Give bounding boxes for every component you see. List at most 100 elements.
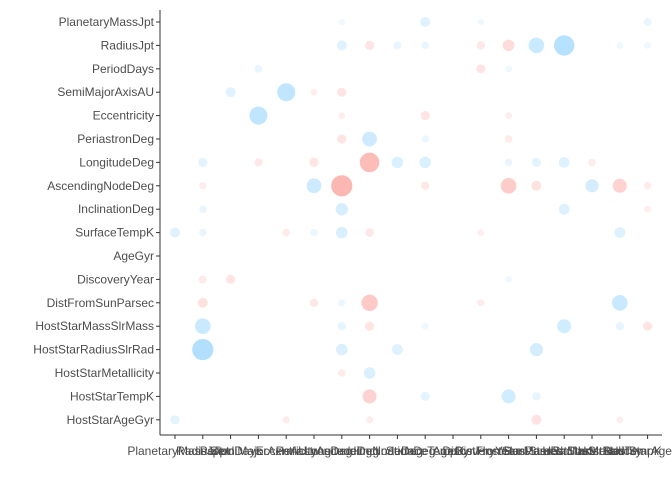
correlation-point (615, 322, 624, 331)
y-tick-label: HostStarMassSlrMass (35, 319, 154, 333)
correlation-point (558, 203, 570, 215)
y-tick-label: LongitudeDeg (79, 155, 154, 169)
y-tick-label: AgeGyr (113, 249, 154, 263)
correlation-point (199, 228, 207, 237)
correlation-point (421, 181, 430, 190)
y-tick-label: DistFromSunParsec (47, 296, 154, 310)
correlation-point (420, 111, 430, 121)
correlation-point (420, 17, 431, 27)
x-tick-label: LongitudeDeg (304, 444, 379, 458)
correlation-point (614, 227, 626, 239)
y-tick-label: RadiusJpt (101, 38, 155, 52)
correlation-point (558, 157, 570, 168)
correlation-point (365, 416, 374, 424)
x-tick-label: HostStarRadiusSlrRad (504, 444, 625, 458)
correlation-point (643, 18, 652, 26)
y-tick-label: Eccentricity (93, 109, 154, 123)
axes-layer (159, 10, 662, 436)
correlation-point (505, 65, 512, 73)
y-tick-label: PeriastronDeg (77, 132, 154, 146)
correlation-point (365, 40, 375, 51)
correlation-point (199, 205, 207, 213)
correlation-point (282, 228, 291, 237)
x-tick-label: RadiusJpt (176, 444, 230, 458)
correlation-point (505, 112, 512, 119)
correlation-point (588, 158, 596, 167)
x-tick-label: SemiMajorAxisAU (210, 444, 307, 458)
correlation-point (501, 389, 516, 404)
correlation-point (531, 414, 542, 425)
x-tick-label: AscendingNodeDeg (316, 444, 423, 458)
correlation-point (557, 319, 572, 334)
x-tick-label: AgeGyr (433, 444, 474, 458)
correlation-point (338, 299, 346, 307)
correlation-point (500, 178, 517, 194)
correlation-point (337, 87, 347, 97)
correlation-point (336, 226, 348, 239)
correlation-point (393, 41, 402, 50)
correlation-point (336, 343, 348, 356)
correlation-point (616, 42, 624, 49)
correlation-point (335, 203, 348, 216)
correlation-point (254, 64, 263, 73)
correlation-point (170, 415, 180, 425)
x-tick-label: PeriodDays (200, 444, 262, 458)
x-tick-label: HostStarMassSlrMass (477, 444, 596, 458)
x-tick-label: HostStarMetallicity (542, 444, 641, 458)
correlation-point (337, 134, 347, 144)
correlation-point (612, 178, 627, 193)
x-tick-label: PlanetaryMassJpt (127, 444, 223, 458)
correlation-point (421, 135, 429, 143)
correlation-point (529, 343, 544, 357)
correlation-point (198, 157, 208, 167)
x-tick-label: DistFromSunParsec (455, 444, 562, 458)
correlation-point (532, 392, 541, 401)
x-tick-label: Eccentricity (256, 444, 317, 458)
correlation-point (504, 135, 513, 143)
correlation-point (225, 87, 236, 98)
x-tick-label: HostStarAgeGyr (604, 444, 672, 458)
correlation-point (338, 112, 346, 119)
correlation-point (338, 18, 346, 26)
y-tick-labels: PlanetaryMassJpt RadiusJpt PeriodDays SemiM… (33, 15, 160, 427)
x-tick-label: InclinationDeg (359, 444, 435, 458)
correlation-point (616, 416, 624, 424)
correlation-point (476, 41, 485, 50)
correlation-point (363, 367, 376, 379)
correlation-point (197, 297, 208, 308)
correlation-point (254, 158, 263, 167)
correlation-point (391, 156, 404, 169)
y-tick-label: HostStarMetallicity (55, 366, 154, 380)
correlation-point (195, 318, 211, 335)
y-tick-label: HostStarRadiusSlrRad (33, 343, 154, 357)
correlation-point (306, 178, 322, 194)
correlation-point (361, 294, 378, 311)
correlation-point (643, 182, 652, 190)
correlation-point (170, 227, 180, 238)
correlation-point (337, 322, 346, 331)
correlation-point (338, 369, 346, 377)
correlation-point (362, 131, 377, 147)
correlation-point (226, 274, 236, 284)
correlation-point (554, 35, 575, 56)
correlation-point (359, 152, 380, 173)
correlation-point (644, 42, 651, 49)
correlation-point (392, 344, 403, 355)
correlation-point (365, 321, 375, 331)
correlation-point (477, 229, 485, 237)
correlation-point (419, 156, 432, 169)
correlation-point (277, 83, 296, 102)
y-tick-label: HostStarTempK (70, 389, 154, 403)
correlation-point (336, 40, 347, 51)
y-tick-label: AscendingNodeDeg (47, 179, 154, 193)
correlation-point (365, 228, 374, 237)
correlation-point (504, 158, 513, 167)
y-tick-label: DiscoveryYear (77, 272, 154, 286)
correlation-point (309, 298, 319, 307)
y-tick-label: HostStarAgeGyr (67, 413, 154, 427)
y-tick-label: InclinationDeg (78, 202, 154, 216)
correlation-point (477, 299, 485, 307)
correlation-point (362, 389, 377, 404)
correlation-point (612, 295, 628, 311)
